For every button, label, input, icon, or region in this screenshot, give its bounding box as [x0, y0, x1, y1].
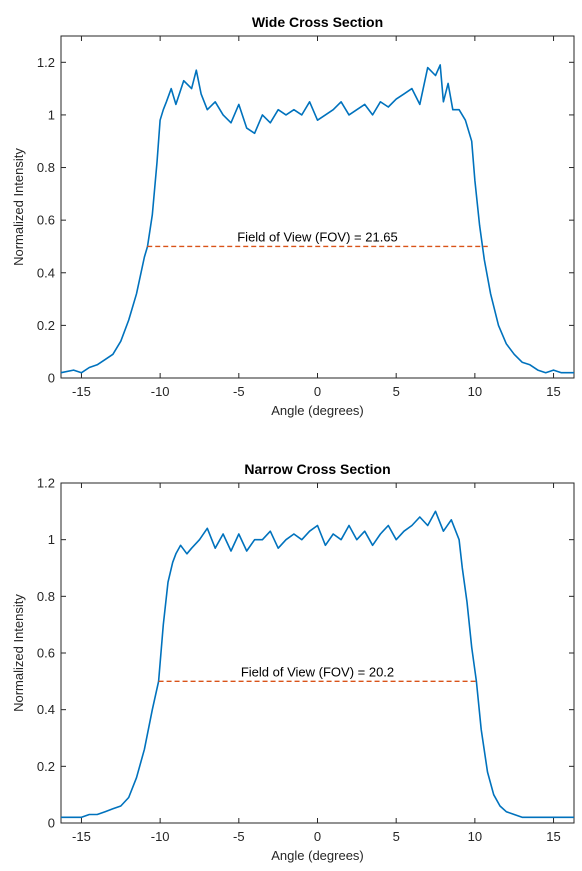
y-tick-label: 1: [48, 107, 55, 122]
y-tick-label: 0.4: [37, 702, 55, 717]
chart-title: Wide Cross Section: [252, 14, 383, 30]
x-tick-label: -5: [233, 384, 245, 399]
x-tick-label: 5: [393, 829, 400, 844]
fov-annotation: Field of View (FOV) = 20.2: [241, 664, 394, 679]
x-tick-label: 15: [546, 384, 560, 399]
series-line: [61, 510, 574, 819]
x-tick-label: -5: [233, 829, 245, 844]
y-tick-label: 1: [48, 532, 55, 547]
y-tick-label: 0: [48, 371, 55, 386]
y-tick-label: 0.8: [37, 160, 55, 175]
x-tick-label: 10: [468, 384, 482, 399]
x-tick-label: 0: [314, 384, 321, 399]
x-tick-label: -15: [72, 829, 91, 844]
x-tick-label: -10: [151, 384, 170, 399]
y-tick-label: 0.6: [37, 213, 55, 228]
chart-title: Narrow Cross Section: [244, 461, 390, 477]
series-line: [60, 64, 574, 374]
x-tick-label: 15: [546, 829, 560, 844]
y-axis-label: Normalized Intensity: [11, 594, 26, 712]
y-tick-label: 1.2: [37, 55, 55, 70]
x-tick-label: -10: [151, 829, 170, 844]
plot-area: [60, 35, 575, 379]
x-tick-label: 5: [393, 384, 400, 399]
y-tick-label: 0.2: [37, 318, 55, 333]
plot-area: [60, 482, 575, 824]
y-tick-label: 1.2: [37, 476, 55, 491]
y-tick-label: 0.4: [37, 265, 55, 280]
y-tick-label: 0.6: [37, 646, 55, 661]
x-tick-label: 10: [468, 829, 482, 844]
x-tick-label: 0: [314, 829, 321, 844]
x-axis-label: Angle (degrees): [271, 403, 364, 418]
fov-annotation: Field of View (FOV) = 21.65: [237, 229, 398, 244]
x-tick-label: -15: [72, 384, 91, 399]
y-tick-label: 0.8: [37, 589, 55, 604]
y-tick-label: 0: [48, 816, 55, 831]
y-axis-label: Normalized Intensity: [11, 148, 26, 266]
y-tick-label: 0.2: [37, 759, 55, 774]
x-axis-label: Angle (degrees): [271, 848, 364, 863]
